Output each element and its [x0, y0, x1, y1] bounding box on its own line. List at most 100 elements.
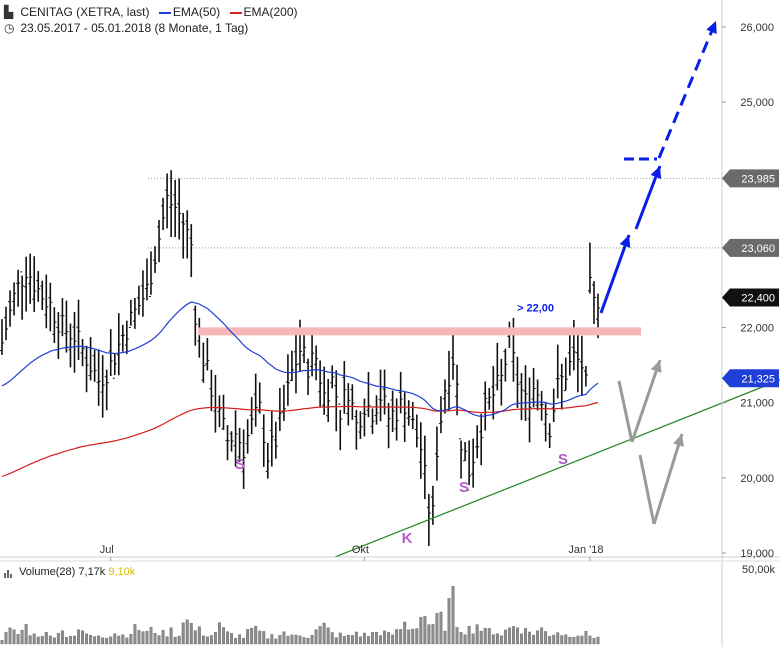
ohlc-bar: [185, 210, 190, 259]
volume-bar: [362, 632, 366, 645]
volume-bar: [415, 628, 419, 645]
pattern-label: K: [402, 530, 413, 547]
volume-bar: [330, 632, 334, 645]
period-range: 23.05.2017 - 05.01.2018: [20, 21, 152, 35]
ema200-line: [1, 401, 599, 478]
volume-bar: [403, 621, 407, 645]
ohlc-bar: [277, 388, 282, 431]
ohlc-bar: [177, 178, 182, 240]
volume-bar: [310, 634, 314, 645]
volume-bar: [161, 629, 165, 645]
ohlc-bar: [269, 411, 274, 467]
projection-arrows: [599, 20, 718, 525]
volume-bar: [447, 598, 451, 645]
ohlc-bar: [169, 170, 174, 237]
ohlc-bar: [32, 256, 37, 312]
ohlc-bar: [249, 397, 254, 435]
ohlc-bar: [96, 349, 101, 406]
volume-bar: [157, 635, 161, 645]
volume-bar: [560, 635, 564, 645]
ohlc-bar: [149, 251, 153, 298]
volume-bar: [354, 631, 358, 645]
ema200-legend-swatch: [229, 11, 242, 14]
volume-bar: [483, 628, 487, 645]
volume-bar: [419, 617, 423, 645]
ohlc-bar: [422, 435, 427, 500]
volume-bar: [73, 635, 76, 645]
y-tick-label: 19,000: [740, 548, 774, 560]
ema50-legend-swatch: [158, 11, 171, 14]
period-interval: (8 Monate, 1 Tag): [154, 21, 249, 35]
projection-arrow-1-head: [619, 235, 631, 248]
ema50-line: [1, 301, 599, 418]
volume-bar: [40, 635, 44, 645]
ohlc-bar: [20, 271, 25, 320]
ohlc-bar: [120, 324, 125, 352]
ohlc-bar: [80, 339, 85, 367]
volume-bar: [133, 624, 137, 645]
scenario-down-1: [617, 380, 634, 443]
volume-bar: [544, 631, 548, 645]
ohlc-bar: [128, 299, 133, 328]
volume-bar: [346, 634, 350, 645]
volume-bar: [290, 634, 294, 645]
ohlc-bar: [503, 348, 508, 382]
volume-bar: [520, 633, 523, 645]
ohlc-bar: [547, 423, 552, 449]
volume-bar: [439, 611, 443, 645]
volume-bar: [532, 634, 536, 645]
ohlc-bar: [241, 429, 246, 490]
ohlc-bar: [495, 342, 500, 391]
projection-arrow-3: [657, 20, 718, 159]
price-tag-box: [722, 238, 779, 257]
volume-bar: [270, 634, 274, 645]
ohlc-bar: [374, 395, 379, 425]
ohlc-bar: [245, 419, 250, 454]
ohlc-bar: [229, 431, 234, 452]
ohlc-bar: [40, 280, 45, 311]
volume-bar: [246, 629, 250, 645]
volume-bar: [411, 628, 415, 645]
volume-bars: [0, 586, 600, 645]
ohlc-bar: [261, 414, 266, 467]
volume-bar: [491, 634, 495, 645]
ohlc-bar: [68, 323, 73, 368]
ohlc-bar: [132, 297, 137, 329]
volume-bar: [596, 636, 600, 645]
ohlc-bar: [124, 320, 129, 355]
volume-bar: [105, 638, 109, 645]
y-tick-label: 22,000: [740, 323, 774, 335]
price-tag-label: 21,325: [741, 373, 775, 385]
ohlc-bar: [237, 427, 242, 463]
volume-bar: [451, 586, 455, 645]
ohlc-bar: [189, 224, 194, 278]
volume-bar: [230, 633, 233, 645]
ohlc-bar: [104, 369, 109, 411]
y-tick-label: 21,000: [740, 398, 774, 410]
volume-bar: [60, 630, 64, 645]
ohlc-bar: [378, 369, 383, 422]
chart-header: ▙ CENITAG (XETRA, last) EMA(50) EMA(200): [4, 5, 298, 19]
volume-bar: [479, 630, 483, 645]
volume-bar: [0, 639, 4, 645]
ohlc-bar: [318, 360, 323, 408]
y-tick-label: 26,000: [740, 22, 774, 34]
volume-bar: [294, 634, 298, 645]
ohlc-bar: [140, 270, 145, 317]
ohlc-bar: [72, 311, 77, 373]
ohlc-bar: [116, 313, 121, 376]
scenario-up-2-head: [673, 434, 684, 447]
ohlc-bar: [28, 253, 33, 304]
price-tag-level: 23,985: [722, 169, 779, 188]
volume-bar: [189, 623, 193, 645]
price-tag-label: 22,400: [741, 293, 775, 305]
ohlc-bar: [370, 408, 375, 435]
volume-bar: [213, 631, 217, 645]
ohlc-bar: [531, 367, 536, 408]
ohlc-bar: [60, 298, 65, 337]
volume-bar: [584, 630, 588, 645]
price-tag-box: [722, 169, 779, 188]
ohlc-bar: [579, 335, 584, 396]
volume-bar: [197, 626, 201, 645]
price-tag-label: 23,060: [741, 243, 775, 255]
